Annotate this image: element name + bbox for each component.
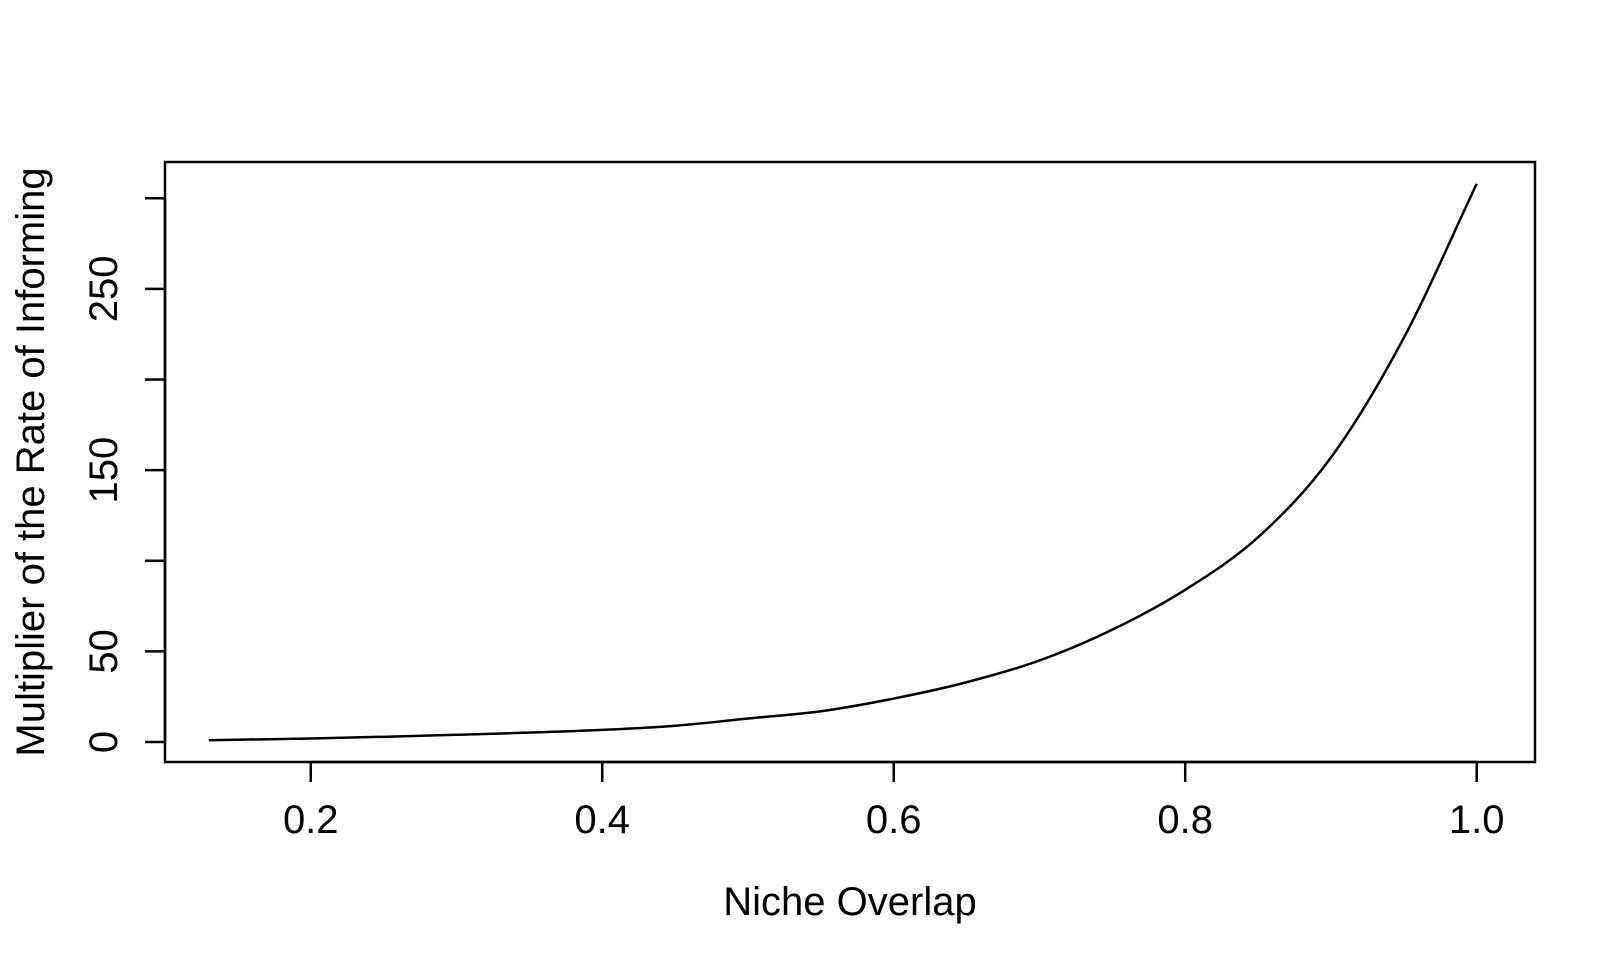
x-tick-label: 0.2 [283, 798, 339, 842]
x-axis: 0.2 0.4 0.6 0.8 1.0 [283, 760, 1505, 842]
y-tick-label: 250 [82, 256, 126, 323]
y-axis-label: Multiplier of the Rate of Informing [9, 167, 53, 756]
y-tick-label: 150 [82, 437, 126, 504]
x-tick-label: 0.6 [866, 798, 922, 842]
series-line [208, 183, 1478, 742]
y-tick-label: 0 [82, 731, 126, 753]
y-tick-label: 50 [82, 629, 126, 674]
x-tick-label: 0.8 [1157, 798, 1213, 842]
x-axis-label: Niche Overlap [723, 880, 976, 924]
plot-frame [163, 160, 1537, 764]
x-tick-label: 0.4 [574, 798, 630, 842]
y-axis: 0 50 150 250 [82, 197, 167, 753]
x-tick-label: 1.0 [1449, 798, 1505, 842]
